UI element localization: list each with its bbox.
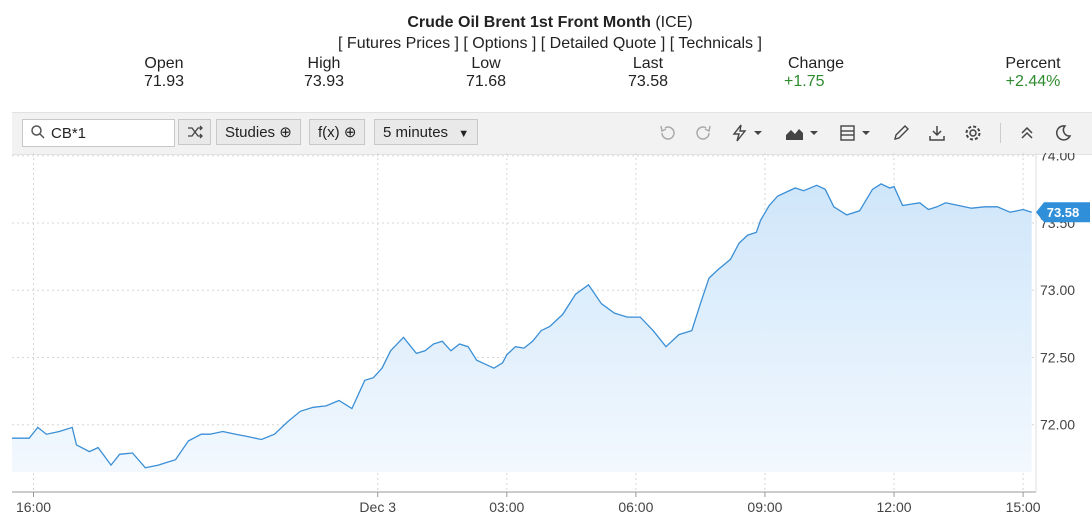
interval-select[interactable]: 5 minutes ▼ bbox=[374, 119, 478, 145]
symbol-search-input[interactable]: CB*1 bbox=[22, 119, 175, 147]
last-price-badge: 73.58 bbox=[1036, 202, 1090, 223]
stat-value: +2.44% bbox=[1005, 73, 1061, 90]
compare-button[interactable] bbox=[178, 119, 211, 145]
instrument-name: Crude Oil Brent 1st Front Month bbox=[407, 14, 651, 31]
x-tick-label: 16:00 bbox=[16, 499, 51, 515]
add-circle-icon: ⊕ bbox=[343, 124, 357, 141]
x-tick-label: 09:00 bbox=[747, 499, 782, 515]
x-tick-label: Dec 3 bbox=[359, 499, 396, 515]
settings-icon[interactable] bbox=[963, 123, 983, 143]
stat-value: 73.93 bbox=[303, 73, 345, 90]
interval-label: 5 minutes bbox=[383, 124, 449, 141]
x-tick-label: 03:00 bbox=[489, 499, 524, 515]
technicals-link[interactable]: [ Technicals ] bbox=[669, 35, 762, 52]
fx-button[interactable]: f(x) ⊕ bbox=[309, 119, 366, 145]
search-icon bbox=[31, 125, 45, 139]
x-axis-ticks: 16:00 Dec 3 03:00 06:00 09:00 12:00 15:00 bbox=[16, 492, 1041, 515]
detailed-quote-link[interactable]: [ Detailed Quote ] bbox=[540, 35, 666, 52]
stat-low: Low 71.68 bbox=[460, 55, 512, 91]
studies-label: Studies bbox=[225, 124, 276, 141]
stat-last: Last 73.58 bbox=[622, 55, 674, 91]
undo-icon[interactable] bbox=[657, 123, 677, 143]
price-area-fill bbox=[12, 183, 1032, 472]
fx-label: f(x) bbox=[318, 124, 340, 141]
collapse-icon[interactable] bbox=[1017, 123, 1037, 143]
add-circle-icon: ⊕ bbox=[279, 124, 292, 141]
page-title: Crude Oil Brent 1st Front Month (ICE) bbox=[0, 14, 1092, 32]
template-icon[interactable] bbox=[838, 123, 874, 143]
options-link[interactable]: [ Options ] bbox=[463, 35, 537, 52]
redo-icon[interactable] bbox=[694, 123, 714, 143]
chart-toolbar: CB*1 Studies ⊕ f(x) ⊕ 5 minutes ▼ bbox=[12, 112, 1092, 155]
stat-change: Change +1.75 bbox=[784, 55, 848, 91]
stat-label: Last bbox=[632, 55, 664, 72]
x-tick-label: 12:00 bbox=[876, 499, 911, 515]
download-icon[interactable] bbox=[927, 123, 947, 143]
toolbar-divider bbox=[1000, 123, 1001, 143]
stat-label: Low bbox=[471, 55, 501, 72]
y-tick-label: 72.50 bbox=[1040, 349, 1075, 365]
x-tick-label: 06:00 bbox=[618, 499, 653, 515]
stat-value: 73.58 bbox=[627, 73, 669, 90]
last-price-label: 73.58 bbox=[1047, 205, 1080, 220]
stat-high: High 73.93 bbox=[298, 55, 350, 91]
y-tick-label: 72.00 bbox=[1040, 417, 1075, 433]
quote-stats: Open 71.93 High 73.93 Low 71.68 Last 73.… bbox=[0, 55, 1092, 95]
stat-label: Open bbox=[144, 55, 184, 72]
flash-icon[interactable] bbox=[730, 123, 766, 143]
stat-label: Percent bbox=[1005, 55, 1061, 72]
symbol-value: CB*1 bbox=[51, 125, 87, 142]
futures-prices-link[interactable]: [ Futures Prices ] bbox=[338, 35, 459, 52]
shuffle-icon bbox=[188, 125, 203, 139]
exchange-name: (ICE) bbox=[655, 14, 693, 31]
quote-links: [ Futures Prices ] [ Options ] [ Detaile… bbox=[0, 35, 1092, 53]
y-tick-label: 73.00 bbox=[1040, 282, 1075, 298]
x-tick-label: 15:00 bbox=[1006, 499, 1041, 515]
stat-label: High bbox=[307, 55, 341, 72]
stat-percent: Percent +2.44% bbox=[1000, 55, 1066, 91]
price-line bbox=[12, 183, 1032, 469]
studies-button[interactable]: Studies ⊕ bbox=[216, 119, 301, 145]
stat-open: Open 71.93 bbox=[138, 55, 190, 91]
chart-type-icon[interactable] bbox=[784, 123, 822, 143]
dark-mode-icon[interactable] bbox=[1053, 123, 1073, 143]
stat-value: +1.75 bbox=[784, 73, 825, 90]
draw-icon[interactable] bbox=[891, 123, 911, 143]
stat-value: 71.68 bbox=[465, 73, 507, 90]
chevron-down-icon: ▼ bbox=[458, 128, 470, 140]
y-tick-label: 74.00 bbox=[1040, 153, 1075, 164]
stat-label: Change bbox=[787, 55, 845, 72]
stat-value: 71.93 bbox=[143, 73, 185, 90]
